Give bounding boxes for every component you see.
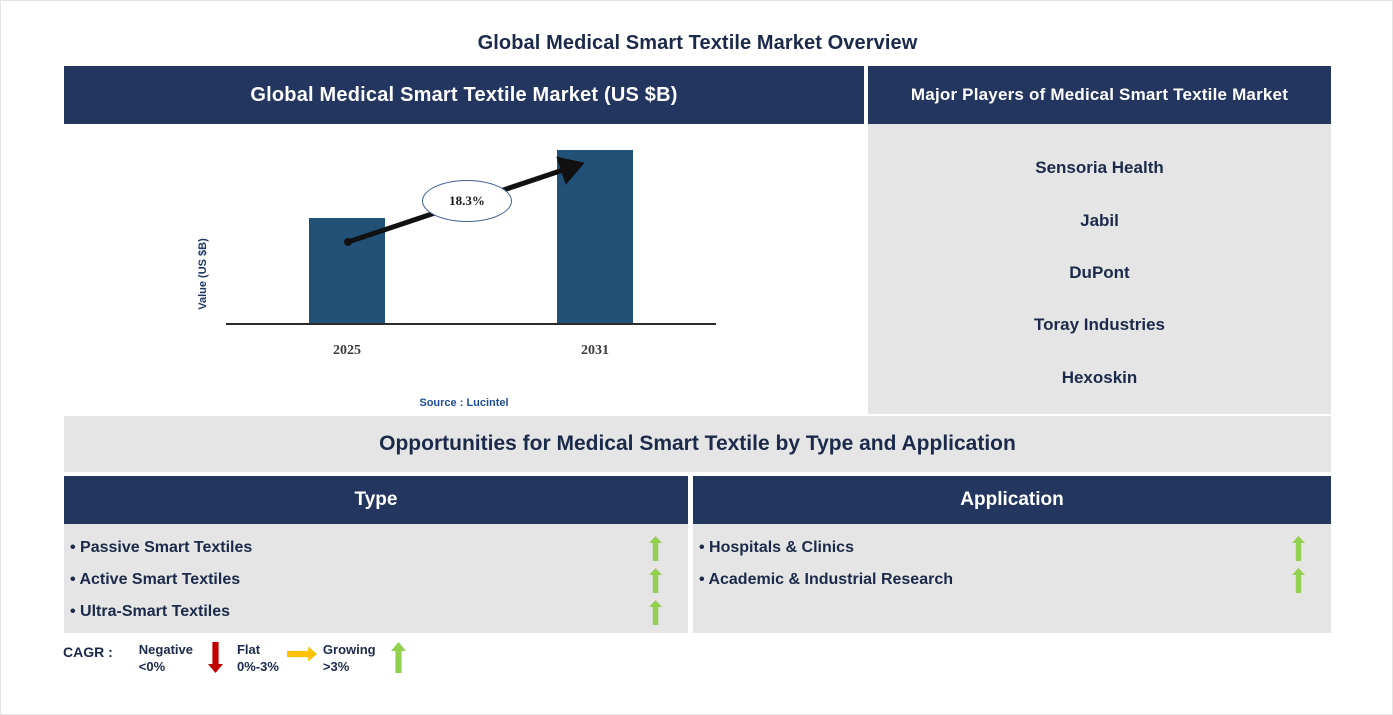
list-item: Jabil [1080,210,1119,230]
x-tick-label-2031: 2031 [581,343,609,358]
market-chart-panel: Global Medical Smart Textile Market (US … [64,66,864,414]
market-chart-header: Global Medical Smart Textile Market (US … [64,66,864,124]
arrow-down-icon [201,641,231,673]
application-column-header: Application [693,476,1331,524]
chart-source-note: Source : Lucintel [419,397,509,409]
cagr-legend-title: CAGR : [63,644,113,660]
arrow-up-icon [1283,567,1313,593]
major-players-list: Sensoria Health Jabil DuPont Toray Indus… [868,124,1331,414]
list-item: Sensoria Health [1035,158,1164,178]
legend-growing-range: >3% [322,659,350,674]
arrow-up-icon [640,535,670,561]
type-column: Type • Passive Smart Textiles • Active S… [64,476,688,633]
arrow-up-icon [640,599,670,625]
cagr-legend: CAGR : Negative <0% Flat 0%-3% Growing >… [63,641,420,675]
bar-2031 [557,150,633,323]
application-item-label: • Academic & Industrial Research [699,571,953,588]
type-column-header: Type [64,476,688,524]
list-item: • Hospitals & Clinics [693,532,1331,564]
list-item: Toray Industries [1034,315,1165,335]
y-axis-label: Value (US $B) [197,238,209,310]
list-item: • Academic & Industrial Research [693,564,1331,596]
arrow-right-icon [286,641,317,663]
type-item-label: • Active Smart Textiles [70,571,241,588]
list-item: Hexoskin [1061,367,1138,387]
page-title: Global Medical Smart Textile Market Over… [477,32,918,54]
opportunities-band-title: Opportunities for Medical Smart Textile … [64,416,1331,472]
legend-flat-name: Flat [236,642,261,657]
cagr-legend-negative: Negative <0% [139,641,231,675]
x-axis-line [226,323,716,325]
major-players-header: Major Players of Medical Smart Textile M… [868,66,1331,124]
arrow-up-icon [1283,535,1313,561]
legend-negative-name: Negative [138,642,193,657]
major-players-panel: Major Players of Medical Smart Textile M… [868,66,1331,414]
x-tick-label-2025: 2025 [333,343,361,358]
market-chart-body: Value (US $B) 2025 2031 [64,124,864,414]
type-item-label: • Ultra-Smart Textiles [70,603,231,620]
application-item-label: • Hospitals & Clinics [699,539,854,556]
chart-plot-area: 2025 2031 18.3% [226,142,716,408]
cagr-legend-flat: Flat 0%-3% [237,641,317,675]
arrow-up-icon [640,567,670,593]
bar-2025 [309,218,385,323]
legend-growing-name: Growing [322,642,376,657]
arrow-up-icon [384,641,414,673]
cagr-legend-growing: Growing >3% [323,641,414,675]
legend-flat-range: 0%-3% [236,659,279,674]
type-item-label: • Passive Smart Textiles [70,539,253,556]
list-item: • Passive Smart Textiles [64,532,688,564]
legend-negative-range: <0% [138,659,166,674]
application-column-body: • Hospitals & Clinics • Academic & Indus… [693,524,1331,633]
list-item: DuPont [1069,263,1130,283]
cagr-callout: 18.3% [422,180,512,222]
list-item: • Ultra-Smart Textiles [64,596,688,628]
type-column-body: • Passive Smart Textiles • Active Smart … [64,524,688,633]
application-column: Application • Hospitals & Clinics • Acad… [693,476,1331,633]
list-item: • Active Smart Textiles [64,564,688,596]
